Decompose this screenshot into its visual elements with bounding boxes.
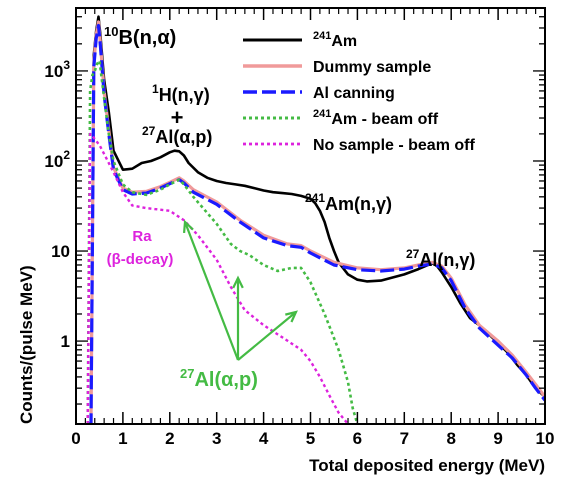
plot-frame: [75, 7, 546, 425]
series-layer: [86, 15, 545, 424]
am241-ng-text: Am(n,γ): [325, 194, 392, 214]
y-tick-label: 10: [51, 242, 70, 261]
x-tick-label: 6: [353, 429, 362, 448]
b10-text: B(n,α): [118, 27, 176, 49]
annotation-arrows: [182, 219, 298, 361]
annotation-arrow-head-2: [285, 310, 298, 323]
series-line-0: [87, 15, 545, 424]
al27-alpha-bottom-label: 27Al(α,p): [180, 366, 258, 391]
ra-label-line1: Ra: [132, 228, 152, 245]
legend-text: Am - beam off: [331, 111, 438, 128]
x-tick-label: 1: [118, 429, 127, 448]
legend-label-0: 241Am: [313, 30, 357, 50]
al27-bottom-text: Al(α,p): [194, 369, 257, 391]
x-tick-label: 4: [259, 429, 269, 448]
al27-top-sup: 27: [142, 124, 156, 138]
legend-label-3: 241Am - beam off: [313, 108, 439, 128]
y-tick-label: 1: [61, 332, 70, 351]
y-tick-base: 10: [44, 62, 63, 81]
h1-text: H(n,γ): [159, 85, 210, 105]
x-tick-label: 5: [306, 429, 315, 448]
legend-label-4: No sample - beam off: [313, 137, 475, 154]
h1-label: 1H(n,γ): [152, 82, 210, 105]
x-tick-label: 9: [493, 429, 502, 448]
plus-label: +: [171, 105, 184, 130]
am241-ng-sup: 241: [305, 191, 325, 205]
annotation-arrow-0: [183, 221, 240, 361]
annotation-arrow-head-1: [232, 275, 244, 289]
annotations: 10B(n,α) 1H(n,γ) + 27Al(α,p) 241Am(n,γ) …: [104, 24, 475, 391]
al27-bottom-sup: 27: [180, 366, 194, 381]
al27-ng-label: 27Al(n,γ): [406, 247, 475, 270]
legend-text: Am: [331, 33, 357, 50]
x-tick-label: 8: [446, 429, 455, 448]
legend-sup: 241: [313, 108, 331, 120]
y-axis-title: Counts/(pulse MeV): [17, 265, 36, 424]
series-line-3: [86, 59, 359, 424]
x-tick-label: 7: [400, 429, 409, 448]
y-tick-label: 103: [44, 58, 70, 81]
ra-label-line2: (β-decay): [107, 251, 174, 268]
x-tick-label: 3: [212, 429, 221, 448]
x-tick-label: 0: [71, 429, 80, 448]
legend-label-1: Dummy sample: [313, 59, 431, 76]
legend-sup: 241: [313, 30, 331, 42]
b10-sup: 10: [104, 24, 118, 39]
x-axis-title: Total deposited energy (MeV): [309, 456, 545, 475]
x-tick-label: 10: [536, 429, 555, 448]
al27-alpha-top-label: 27Al(α,p): [142, 124, 212, 147]
al27-ng-text: Al(n,γ): [419, 250, 475, 270]
al27-top-text: Al(α,p): [155, 127, 212, 147]
annotation-arrow-head-0: [182, 219, 194, 234]
legend-label-2: Al canning: [313, 85, 395, 102]
h1-sup: 1: [152, 82, 159, 96]
x-tick-label: 2: [165, 429, 174, 448]
y-tick-label: 102: [44, 148, 70, 171]
y-tick-exp: 2: [63, 148, 70, 162]
x-axis-ticks: 0 1 2 3 4 5 6 7 8 9 10: [71, 8, 554, 448]
series-line-2: [87, 23, 545, 424]
annotation-arrow-2: [237, 311, 297, 361]
al27-ng-sup: 27: [406, 247, 420, 261]
b10-label: 10B(n,α): [104, 24, 176, 49]
y-tick-exp: 3: [63, 58, 70, 72]
y-tick-base: 10: [44, 152, 63, 171]
am241-ng-label: 241Am(n,γ): [305, 191, 392, 214]
